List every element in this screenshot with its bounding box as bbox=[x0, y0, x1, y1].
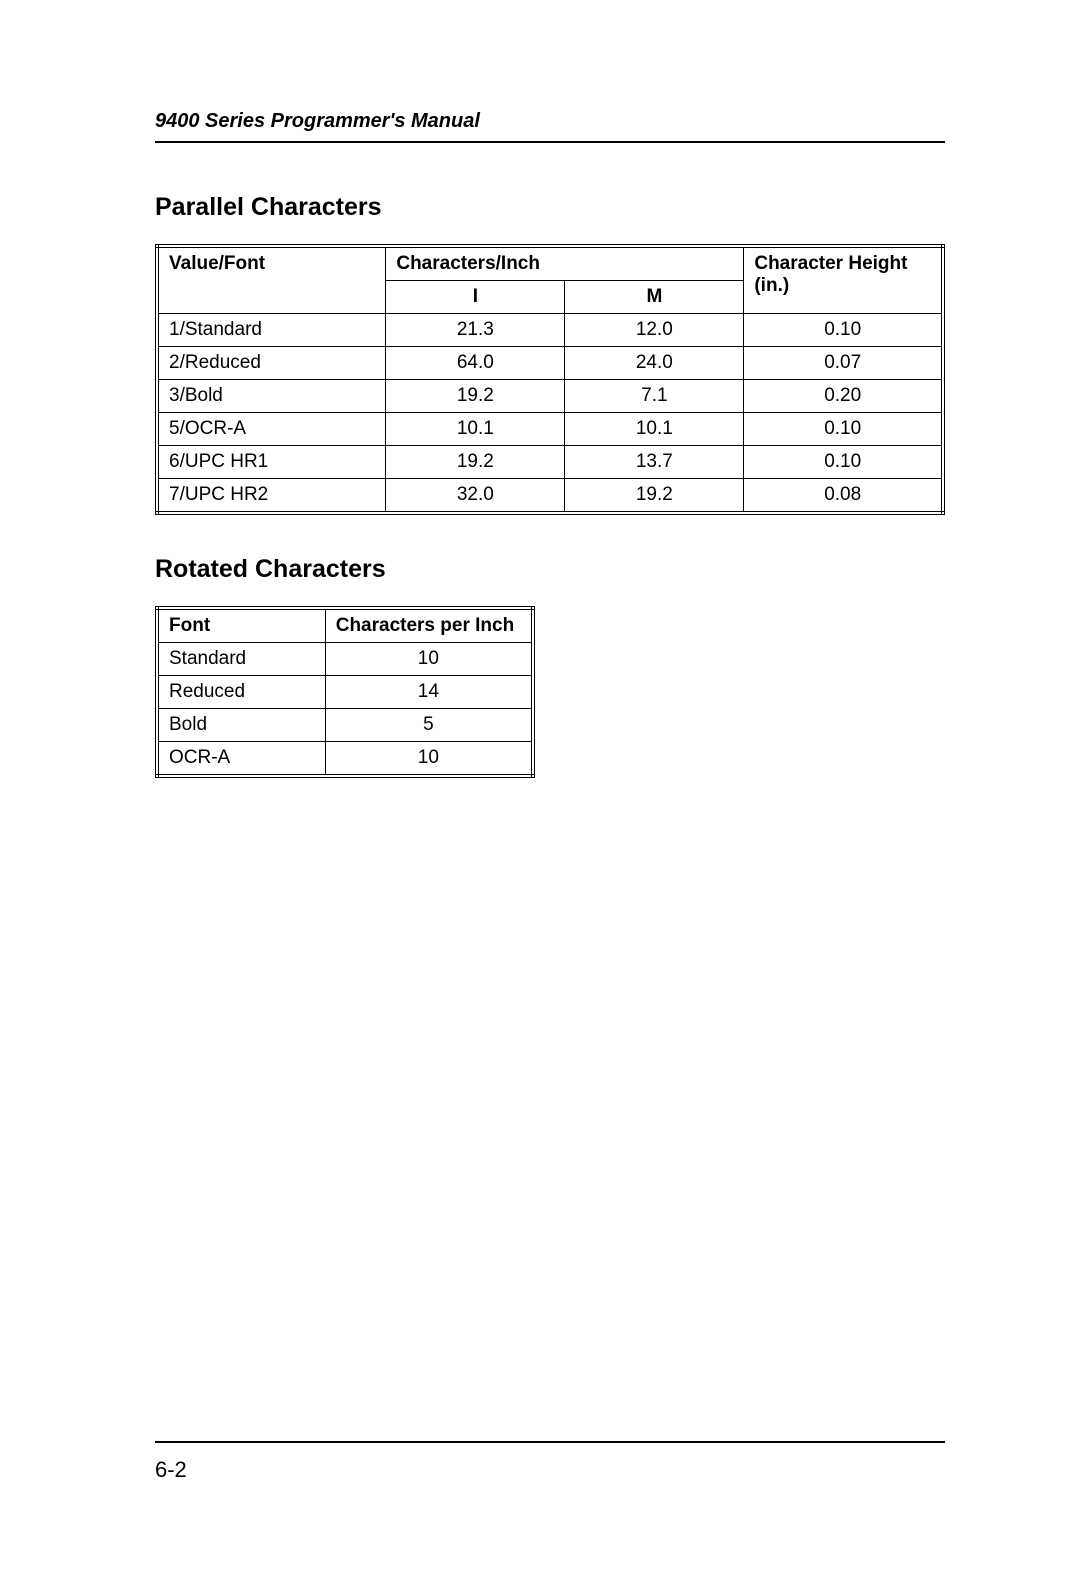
col-value-font: Value/Font bbox=[157, 246, 386, 314]
manual-title: 9400 Series Programmer's Manual bbox=[155, 110, 945, 133]
col-sub-m: M bbox=[565, 281, 744, 314]
section-heading-parallel: Parallel Characters bbox=[155, 193, 945, 222]
table-row: 6/UPC HR1 19.2 13.7 0.10 bbox=[157, 446, 943, 479]
cell-h: 0.10 bbox=[744, 446, 943, 479]
cell-h: 0.08 bbox=[744, 479, 943, 514]
cell-font: Reduced bbox=[157, 676, 325, 709]
header-rule bbox=[155, 141, 945, 143]
table-row: 3/Bold 19.2 7.1 0.20 bbox=[157, 380, 943, 413]
table-row: OCR-A 10 bbox=[157, 742, 533, 777]
cell-vf: 3/Bold bbox=[157, 380, 386, 413]
cell-cpi: 14 bbox=[325, 676, 533, 709]
col-font: Font bbox=[157, 608, 325, 643]
cell-cpi: 5 bbox=[325, 709, 533, 742]
col-sub-i: I bbox=[386, 281, 565, 314]
col-cpi: Characters per Inch bbox=[325, 608, 533, 643]
cell-m: 7.1 bbox=[565, 380, 744, 413]
col-cpi: Characters/Inch bbox=[386, 246, 744, 281]
cell-i: 21.3 bbox=[386, 314, 565, 347]
cell-font: Bold bbox=[157, 709, 325, 742]
cell-i: 64.0 bbox=[386, 347, 565, 380]
page-number: 6-2 bbox=[155, 1457, 945, 1483]
cell-h: 0.10 bbox=[744, 413, 943, 446]
table-row: 1/Standard 21.3 12.0 0.10 bbox=[157, 314, 943, 347]
col-height: Character Height (in.) bbox=[744, 246, 943, 314]
cell-vf: 6/UPC HR1 bbox=[157, 446, 386, 479]
cell-m: 19.2 bbox=[565, 479, 744, 514]
cell-font: OCR-A bbox=[157, 742, 325, 777]
cell-h: 0.07 bbox=[744, 347, 943, 380]
cell-cpi: 10 bbox=[325, 643, 533, 676]
table-row: 5/OCR-A 10.1 10.1 0.10 bbox=[157, 413, 943, 446]
cell-m: 24.0 bbox=[565, 347, 744, 380]
cell-cpi: 10 bbox=[325, 742, 533, 777]
table-row: Reduced 14 bbox=[157, 676, 533, 709]
page-footer: 6-2 bbox=[155, 1441, 945, 1483]
cell-m: 12.0 bbox=[565, 314, 744, 347]
cell-i: 10.1 bbox=[386, 413, 565, 446]
section-heading-rotated: Rotated Characters bbox=[155, 555, 945, 584]
table-row: 2/Reduced 64.0 24.0 0.07 bbox=[157, 347, 943, 380]
parallel-characters-table: Value/Font Characters/Inch Character Hei… bbox=[155, 244, 945, 515]
table-header-row: Font Characters per Inch bbox=[157, 608, 533, 643]
cell-i: 19.2 bbox=[386, 446, 565, 479]
table-row: Standard 10 bbox=[157, 643, 533, 676]
cell-m: 13.7 bbox=[565, 446, 744, 479]
table-row: Bold 5 bbox=[157, 709, 533, 742]
cell-font: Standard bbox=[157, 643, 325, 676]
footer-rule bbox=[155, 1441, 945, 1443]
cell-m: 10.1 bbox=[565, 413, 744, 446]
table-row: 7/UPC HR2 32.0 19.2 0.08 bbox=[157, 479, 943, 514]
cell-vf: 5/OCR-A bbox=[157, 413, 386, 446]
cell-vf: 2/Reduced bbox=[157, 347, 386, 380]
cell-h: 0.10 bbox=[744, 314, 943, 347]
cell-h: 0.20 bbox=[744, 380, 943, 413]
cell-vf: 1/Standard bbox=[157, 314, 386, 347]
cell-vf: 7/UPC HR2 bbox=[157, 479, 386, 514]
cell-i: 19.2 bbox=[386, 380, 565, 413]
table-header-row: Value/Font Characters/Inch Character Hei… bbox=[157, 246, 943, 281]
rotated-characters-table: Font Characters per Inch Standard 10 Red… bbox=[155, 606, 535, 778]
cell-i: 32.0 bbox=[386, 479, 565, 514]
